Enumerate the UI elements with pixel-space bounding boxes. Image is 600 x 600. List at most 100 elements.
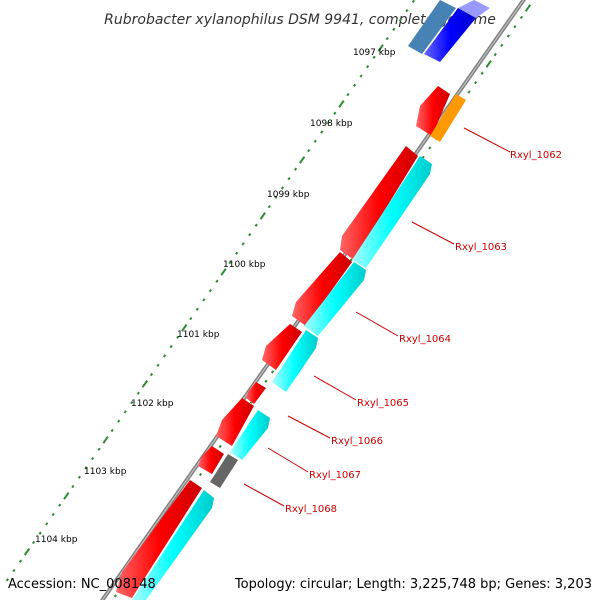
tick-mark (500, 43, 504, 47)
tick-mark (274, 195, 278, 199)
cds-forward (416, 86, 450, 136)
tick-mark (333, 111, 337, 115)
tick-mark (77, 475, 81, 479)
cds-forward (216, 398, 254, 446)
tick-mark (23, 547, 31, 556)
feature-block-blue-tip (458, 0, 490, 18)
tick-mark (385, 37, 389, 41)
scale-marker-label: 1100 kbp (223, 260, 266, 270)
tick-mark (208, 288, 212, 293)
tick-mark (169, 344, 173, 349)
tick-mark (349, 258, 353, 262)
gene-callout-line (463, 127, 511, 153)
tick-mark (228, 260, 232, 265)
tick-mark (405, 9, 409, 13)
cds-reverse (352, 156, 432, 268)
tick-mark (220, 268, 227, 276)
tick-mark (12, 568, 16, 573)
tick-mark (287, 176, 291, 181)
cds-forward (340, 146, 418, 260)
tick-mark (267, 204, 271, 209)
tick-mark (84, 466, 88, 470)
tick-mark (71, 484, 75, 489)
tick-mark (359, 74, 363, 78)
gene-label[interactable]: Rxyl_1068 (285, 504, 337, 515)
tick-mark (202, 298, 206, 302)
tick-mark (198, 472, 203, 477)
scale-labels: 1097 kbp 1098 kbp 1099 kbp 1100 kbp 1101 kbp… (35, 48, 396, 545)
tick-mark (32, 540, 36, 545)
gene-label[interactable]: Rxyl_1063 (455, 242, 507, 253)
tick-mark (392, 27, 396, 31)
tick-mark (149, 372, 154, 377)
scale-marker-label: 1098 kbp (310, 119, 353, 129)
gene-label[interactable]: Rxyl_1067 (309, 470, 361, 481)
tick-mark (271, 370, 275, 374)
scale-marker-label: 1101 kbp (177, 330, 220, 340)
tick-mark (264, 379, 268, 383)
feature-track-reverse (132, 94, 466, 600)
gene-callout-line (243, 483, 285, 507)
tick-mark (493, 53, 497, 57)
tick-mark (51, 512, 55, 517)
tick-mark (110, 428, 114, 433)
gene-label[interactable]: Rxyl_1064 (399, 334, 451, 345)
tick-mark (474, 81, 478, 85)
tick-mark (248, 232, 252, 237)
tick-mark (141, 380, 149, 388)
cds-reverse (304, 262, 366, 336)
tick-mark (241, 242, 245, 246)
tick-mark (313, 139, 317, 143)
cds-reverse (230, 410, 270, 460)
tick-mark (398, 18, 402, 22)
tick-mark (467, 90, 471, 94)
tick-mark (156, 363, 160, 367)
tick-mark (346, 93, 350, 97)
cds-forward (262, 324, 302, 370)
tick-mark (215, 279, 219, 283)
tick-mark (298, 156, 306, 164)
tick-mark (480, 71, 484, 75)
scale-marker-label: 1099 kbp (267, 190, 310, 200)
tick-mark (5, 578, 9, 582)
tick-mark (307, 148, 311, 153)
tick-mark (195, 307, 199, 311)
tick-mark (338, 100, 345, 108)
tick-mark (293, 167, 298, 171)
cds-forward (292, 252, 352, 326)
tick-mark (163, 354, 167, 358)
inner-tick-marks (5, 0, 416, 582)
tick-mark (45, 522, 49, 526)
scale-marker-label: 1102 kbp (131, 399, 174, 409)
cds-forward (246, 382, 266, 404)
tick-mark (18, 559, 23, 563)
gene-label[interactable]: Rxyl_1065 (357, 398, 409, 409)
tick-mark (513, 25, 517, 29)
tick-mark (63, 492, 70, 500)
gene-callout-line (355, 311, 399, 337)
rna-feature (430, 94, 466, 142)
tick-mark (377, 44, 384, 52)
tick-mark (320, 130, 324, 134)
feature-track-other (408, 0, 490, 62)
gene-label[interactable]: Rxyl_1062 (510, 150, 562, 161)
tick-mark (372, 55, 376, 59)
tick-mark (235, 251, 239, 255)
feature-block-blue (424, 8, 476, 62)
tick-mark (326, 120, 330, 125)
tick-mark (113, 594, 117, 598)
tick-mark (524, 4, 532, 12)
tick-mark (428, 146, 432, 150)
tick-mark (58, 503, 62, 507)
gene-label[interactable]: Rxyl_1066 (331, 436, 383, 447)
accession-label: Accession: NC_008148 (8, 577, 156, 592)
tick-mark (97, 447, 101, 451)
tick-mark (130, 400, 134, 405)
tick-mark (136, 391, 140, 395)
gene-callouts: Rxyl_1062 Rxyl_1063 Rxyl_1064 Rxyl_1065 Rxyl… (243, 127, 562, 515)
tick-mark (176, 335, 180, 339)
cds-forward (198, 446, 224, 474)
tick-mark (102, 436, 109, 444)
map-title: Rubrobacter xylanophilus DSM 9941, compl… (104, 12, 496, 28)
